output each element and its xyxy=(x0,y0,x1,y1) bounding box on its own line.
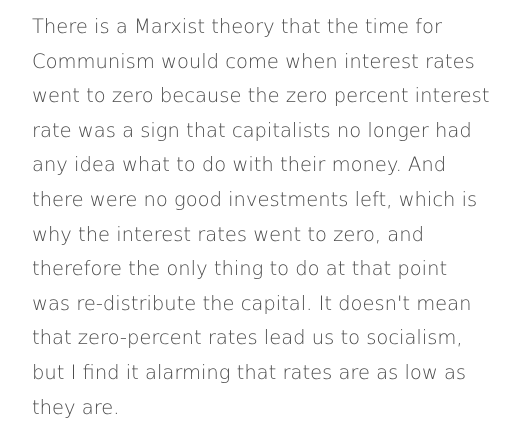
quote-line-3: went to zero because the zero percent in… xyxy=(32,84,490,108)
quote-line-12: they are. xyxy=(32,395,120,419)
quote-line-8: therefore the only thing to do at that p… xyxy=(32,257,448,281)
quote-line-2: Communism would come when interest rates xyxy=(32,49,475,73)
quote-paragraph: There is a Marxist theory that the time … xyxy=(32,10,508,425)
quote-line-1: There is a Marxist theory that the time … xyxy=(32,15,442,38)
quote-line-6: there were no good investments left, whi… xyxy=(32,187,478,211)
quote-line-9: was re-distribute the capital. It doesn'… xyxy=(32,291,472,315)
quote-line-4: rate was a sign that capitalists no long… xyxy=(32,118,472,142)
quote-line-10: that zero-percent rates lead us to socia… xyxy=(32,326,463,350)
quote-line-5: any idea what to do with their money. An… xyxy=(32,153,447,177)
quote-line-7: why the interest rates went to zero, and xyxy=(32,222,424,246)
quote-line-11: but I find it alarming that rates are as… xyxy=(32,360,467,384)
